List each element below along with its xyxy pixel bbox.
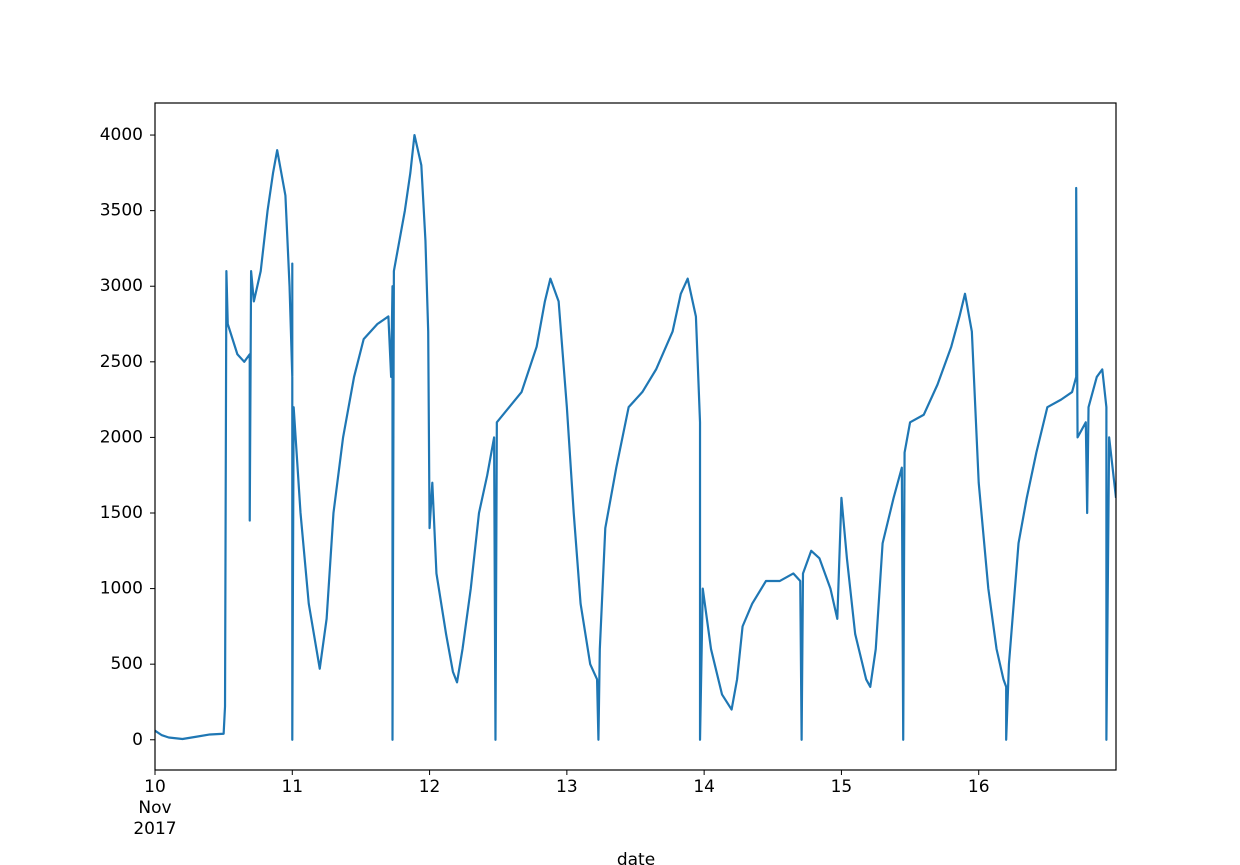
x-tick-label: 12 — [418, 777, 441, 797]
x-tick-label: 13 — [556, 777, 578, 797]
y-tick-label: 4000 — [100, 125, 143, 145]
x-tick-label: 15 — [830, 777, 853, 797]
data-line — [155, 133, 1116, 741]
y-tick-label: 2500 — [100, 352, 143, 372]
plot-frame — [154, 102, 1117, 771]
x-tick-label: 16 — [967, 777, 990, 797]
x-tick-label: 11 — [281, 777, 304, 797]
y-tick-label: 500 — [111, 654, 143, 674]
x-axis-label: date — [617, 850, 655, 865]
y-tick-label: 3000 — [100, 276, 143, 296]
x-tick-label: 14 — [693, 777, 715, 797]
y-tick-label: 1000 — [100, 579, 143, 599]
y-tick-label: 0 — [132, 730, 143, 750]
y-tick-label: 2000 — [100, 427, 143, 447]
y-tick-label: 3500 — [100, 201, 143, 221]
x-tick-label: 10 Nov 2017 — [133, 777, 177, 839]
y-tick-label: 1500 — [100, 503, 143, 523]
